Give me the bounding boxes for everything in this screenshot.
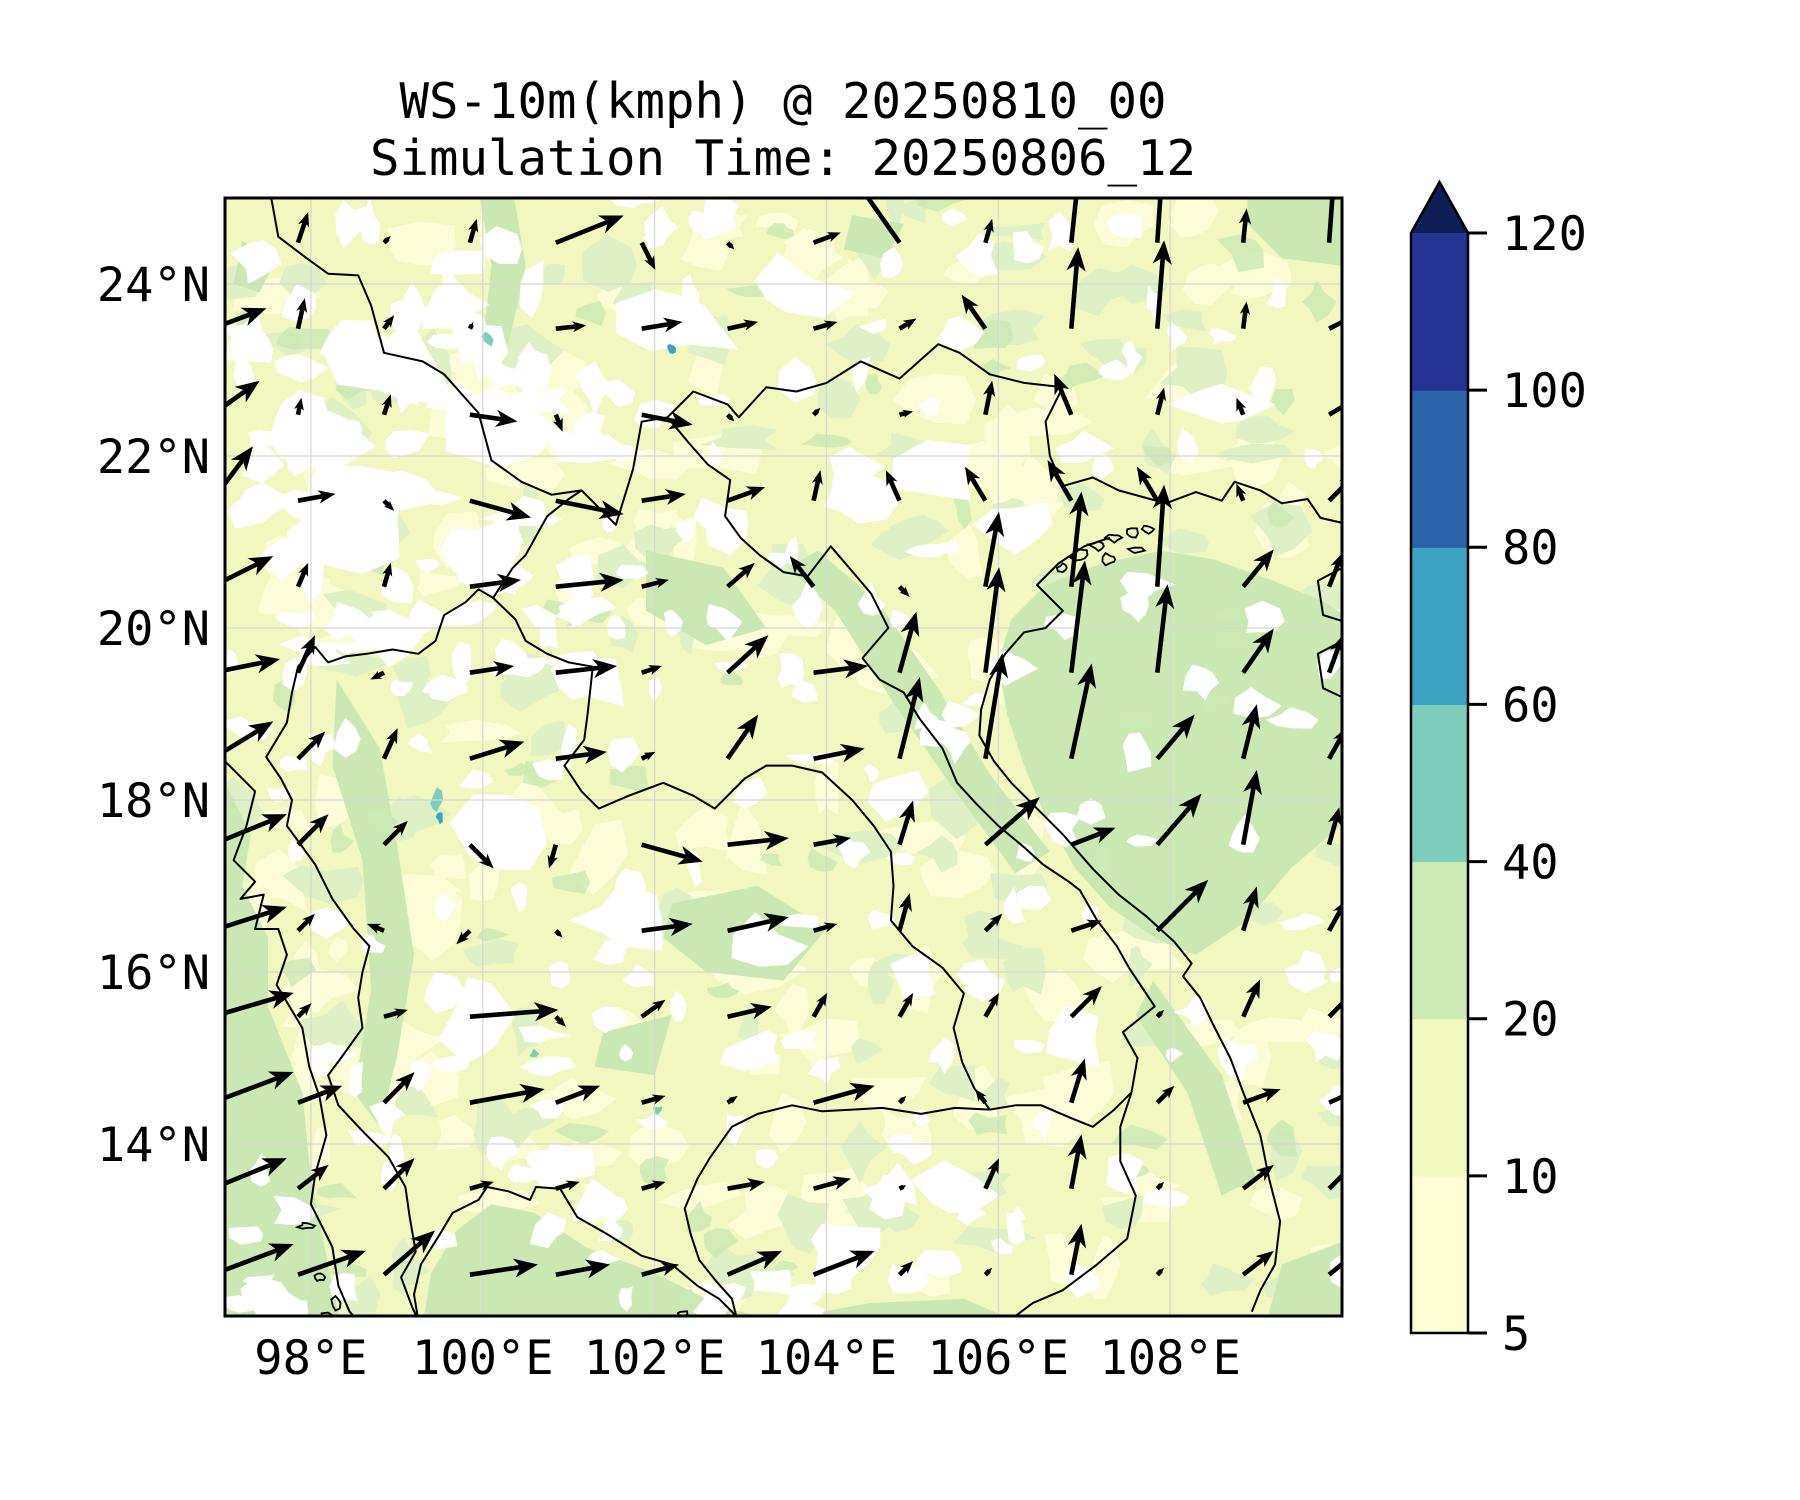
x-tick-label: 100°E	[412, 1331, 553, 1386]
x-tick-label: 106°E	[928, 1331, 1069, 1386]
colorbar-tick-label: 120	[1502, 207, 1587, 262]
x-tick-label: 104°E	[756, 1331, 897, 1386]
map-plot-area	[225, 198, 1342, 1316]
colorbar-segment	[1411, 704, 1468, 863]
colorbar-tick-label: 5	[1502, 1307, 1530, 1362]
colorbar-segment	[1411, 1018, 1468, 1177]
y-tick-label: 14°N	[97, 1118, 210, 1173]
x-tick-label: 108°E	[1099, 1331, 1240, 1386]
x-tick-label: 98°E	[254, 1331, 367, 1386]
colorbar-segment	[1411, 233, 1468, 391]
colorbar-tick-label: 10	[1502, 1150, 1559, 1205]
y-tick-label: 24°N	[97, 258, 210, 313]
y-tick-label: 16°N	[97, 946, 210, 1001]
colorbar-extend-triangle	[1411, 182, 1468, 233]
colorbar-segment	[1411, 861, 1468, 1020]
plot-title: WS-10m(kmph) @ 20250810_00	[399, 73, 1166, 130]
plot-subtitle: Simulation Time: 20250806_12	[370, 130, 1196, 187]
colorbar-tick-label: 60	[1502, 678, 1559, 733]
colorbar-tick-label: 80	[1502, 521, 1559, 576]
colorbar-tick-label: 20	[1502, 993, 1559, 1048]
y-tick-label: 18°N	[97, 774, 210, 829]
colorbar-tick-label: 40	[1502, 836, 1559, 891]
colorbar-tick-label: 100	[1502, 364, 1587, 419]
colorbar-segment	[1411, 547, 1468, 705]
x-axis-tick-labels: 98°E 100°E 102°E 104°E 106°E 108°E	[254, 1331, 1241, 1386]
map-frame	[223, 196, 1344, 1318]
colorbar-segment	[1411, 390, 1468, 548]
y-tick-label: 22°N	[97, 430, 210, 485]
y-tick-label: 20°N	[97, 602, 210, 657]
colorbar: 5 10 20 40 60 80 100 120	[1409, 179, 1587, 1362]
y-axis-tick-labels: 24°N 22°N 20°N 18°N 16°N 14°N	[97, 258, 210, 1173]
colorbar-segment	[1411, 1175, 1468, 1334]
x-tick-label: 102°E	[584, 1331, 725, 1386]
